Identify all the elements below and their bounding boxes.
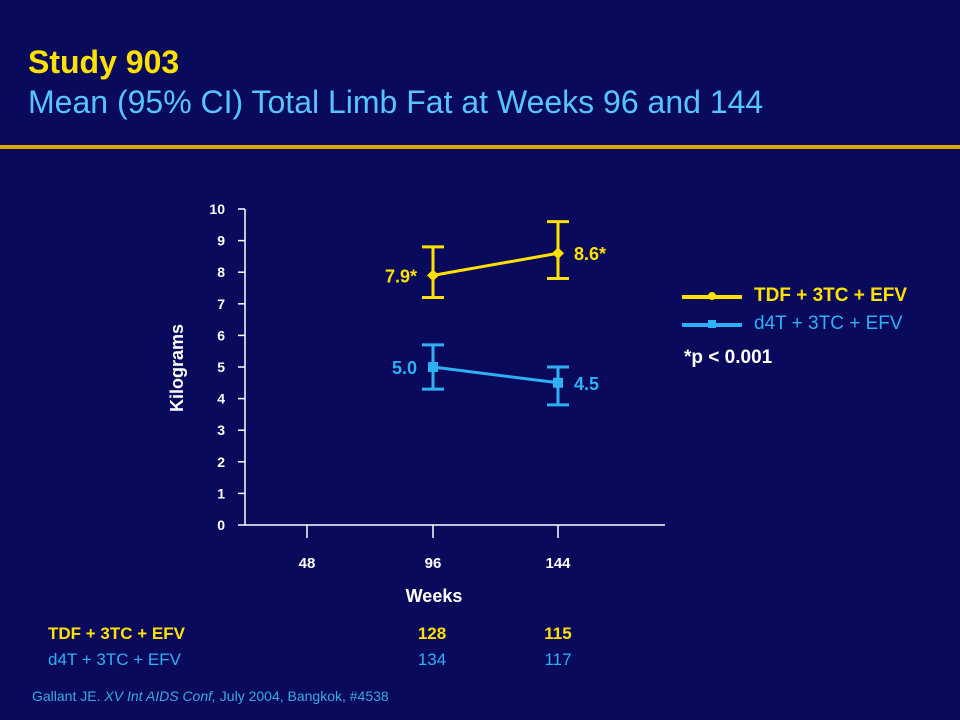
series-line [432,365,559,385]
y-tick-label: 9 [217,233,225,249]
data-label: 8.6* [574,244,606,264]
legend-label-d4t: d4T + 3TC + EFV [754,313,903,334]
n-row-label: TDF + 3TC + EFV [48,624,185,643]
citation: Gallant JE. XV Int AIDS Conf, July 2004,… [32,688,389,704]
y-tick-label: 1 [217,485,225,501]
n-value-week96: 134 [417,650,447,669]
data-point-diamond [552,247,564,260]
y-axis-title: Kilograms [167,324,187,412]
n-table-row: d4T + 3TC + EFV 134 117 [0,650,960,672]
n-value-week144: 117 [544,650,572,669]
x-axis-title: Weeks [406,586,463,606]
data-point-square [428,362,438,372]
title-divider [0,145,960,149]
n-row-label: d4T + 3TC + EFV [48,650,181,669]
x-tick-label: 96 [425,555,442,572]
y-tick-label: 3 [217,422,225,438]
data-point-square [553,377,563,388]
y-tick-label: 4 [217,391,225,407]
data-label: 5.0 [392,358,417,378]
legend-marker-diamond-icon [708,292,716,300]
slide-title: Study 903 [28,44,180,80]
x-tick-label: 144 [545,555,571,572]
slide-subtitle: Mean (95% CI) Total Limb Fat at Weeks 96… [28,84,764,120]
data-point-diamond [427,269,439,282]
y-tick-label: 2 [217,454,225,470]
citation-author: Gallant JE. [32,688,101,704]
legend-label-tdf: TDF + 3TC + EFV [754,285,908,306]
y-tick-label: 10 [209,201,225,217]
legend-marker-square-icon [708,320,716,328]
n-value-week144: 115 [544,624,572,643]
citation-details: July 2004, Bangkok, #4538 [219,688,389,704]
data-label: 4.5 [574,374,599,394]
n-value-week96: 128 [417,624,447,643]
x-tick-label: 48 [299,555,316,572]
n-table-row: TDF + 3TC + EFV 128 115 [0,624,960,646]
y-tick-label: 0 [217,517,225,533]
y-tick-label: 6 [217,327,225,343]
series-line [432,251,559,277]
y-tick-label: 7 [217,296,225,312]
y-tick-label: 5 [217,359,225,375]
citation-conference: XV Int AIDS Conf, [104,688,216,704]
significance-footnote: *p < 0.001 [684,347,773,368]
data-label: 7.9* [385,266,417,286]
y-tick-label: 8 [217,264,225,280]
title-block: Study 903 Mean (95% CI) Total Limb Fat a… [28,42,763,122]
